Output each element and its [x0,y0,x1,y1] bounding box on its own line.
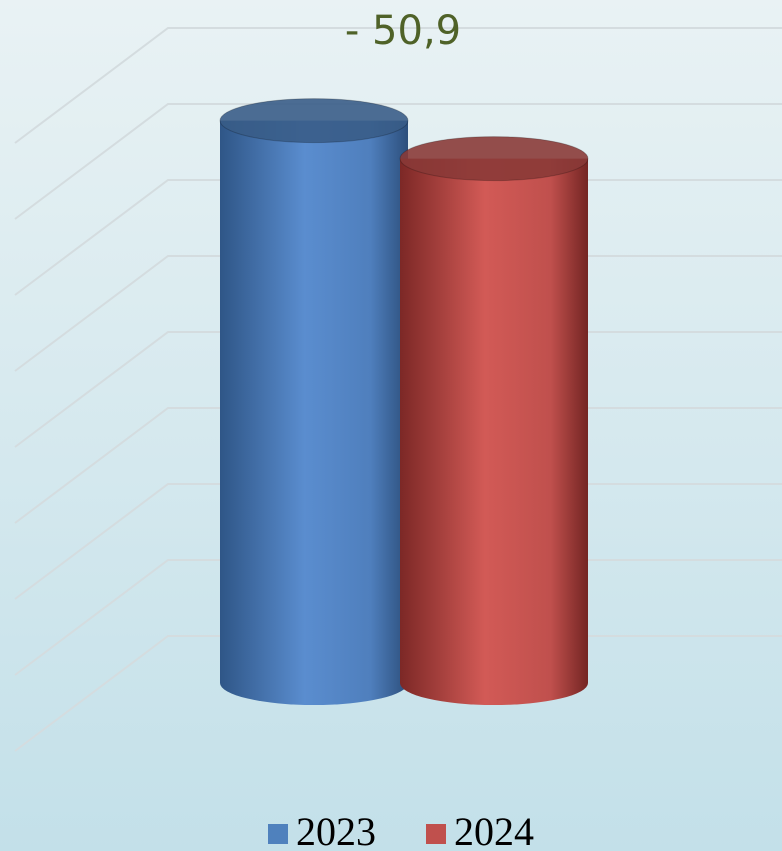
cylinder [399,136,589,706]
cylinder-top [399,136,589,182]
annotation: - 50,9 [345,8,461,54]
grid-line [14,27,782,144]
legend-label: 2024 [454,809,534,851]
cylinder [219,98,409,706]
cylinder-top-shade [400,136,588,181]
legend-label: 2023 [296,809,376,851]
cylinder-body [220,120,408,706]
cylinder-top [219,98,409,144]
cylinder-top-shade [220,98,408,143]
cylinder-body [400,158,588,706]
grid-line [14,103,782,220]
legend-swatch [426,824,446,844]
legend-swatch [268,824,288,844]
